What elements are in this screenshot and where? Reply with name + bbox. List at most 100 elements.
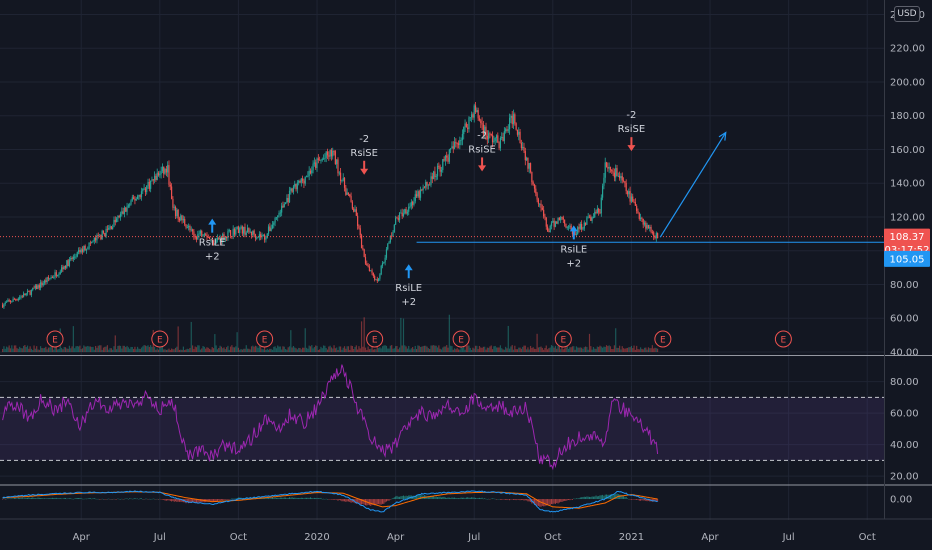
macd-hist-93: [123, 498, 125, 500]
volume-bar-12: [17, 348, 19, 352]
candle-body-355: [467, 127, 469, 130]
candle-body-413: [543, 209, 545, 217]
volume-bar-429: [564, 348, 566, 352]
currency-label[interactable]: USD: [894, 6, 920, 22]
macd-hist-158: [209, 499, 211, 502]
volume-bar-197: [260, 346, 262, 352]
volume-bar-101: [134, 346, 136, 352]
macd-pane[interactable]: [2, 490, 659, 513]
macd-hist-103: [137, 498, 139, 500]
volume-bar-73: [97, 345, 99, 352]
candle-body-456: [599, 212, 601, 214]
macd-hist-209: [275, 497, 277, 500]
earnings-marker-2[interactable]: E: [256, 330, 274, 348]
candle-body-77: [102, 230, 105, 234]
macd-hist-115: [152, 498, 154, 500]
candle-body-179: [236, 226, 238, 230]
volume-bar-474: [622, 348, 625, 352]
volume-bar-195: [257, 347, 259, 352]
candle-body-444: [583, 222, 585, 229]
earnings-marker-0[interactable]: E: [46, 330, 64, 348]
time-axis[interactable]: Apr Jul Oct 2020 Apr Jul Oct 2021 Apr Jul Oct: [73, 532, 876, 543]
volume-bar-154: [203, 346, 205, 352]
earnings-marker-6[interactable]: E: [654, 330, 672, 348]
macd-hist-121: [160, 499, 162, 500]
macd-hist-75: [100, 499, 102, 500]
volume-bar-248: [326, 349, 329, 352]
earnings-marker-4[interactable]: E: [452, 330, 470, 348]
macd-hist-454: [596, 496, 598, 500]
macd-hist-370: [486, 498, 488, 500]
volume-bar-161: [212, 348, 215, 352]
volume-bar-230: [303, 347, 305, 352]
macd-hist-200: [264, 497, 266, 500]
volume-bar-25: [34, 348, 36, 352]
candle-body-27: [37, 285, 39, 290]
candle-body-362: [476, 110, 478, 113]
macd-hist-133: [176, 499, 178, 502]
candle-body-144: [190, 229, 192, 231]
earnings-marker-5[interactable]: E: [554, 330, 572, 348]
candle-body-224: [295, 183, 297, 190]
candle-body-335: [440, 169, 443, 172]
volume-bar-465: [611, 348, 613, 352]
volume-bar-74: [98, 345, 101, 352]
candle-body-202: [266, 233, 268, 239]
volume-bar-375: [493, 346, 495, 352]
volume-bar-20: [28, 348, 30, 352]
volume-bar-257: [338, 346, 340, 352]
macd-hist-250: [329, 499, 331, 500]
candle-body-279: [367, 265, 369, 267]
macd-hist-442: [581, 497, 583, 500]
candle-body-375: [493, 140, 495, 143]
candle-body-36: [49, 278, 51, 280]
macd-hist-164: [216, 499, 218, 502]
macd-hist-430: [565, 499, 567, 502]
candle-body-71: [95, 238, 97, 241]
macd-hist-267: [351, 499, 353, 503]
volume-bar-93: [123, 345, 126, 352]
earnings-marker-1[interactable]: E: [151, 330, 169, 348]
volume-bar-341: [448, 314, 450, 352]
earnings-marker-7[interactable]: E: [774, 330, 792, 348]
macd-hist-159: [210, 499, 212, 502]
volume-bar-370: [486, 347, 488, 352]
macd-hist-201: [265, 497, 267, 500]
volume-bar-371: [488, 347, 490, 352]
macd-tick-label-0: 0.00: [890, 495, 912, 506]
candle-body-174: [229, 230, 232, 237]
candle-body-164: [216, 237, 219, 241]
macd-hist-135: [178, 499, 180, 502]
volume-bar-107: [142, 346, 144, 352]
candle-body-370: [486, 135, 488, 140]
candle-body-136: [180, 215, 182, 221]
volume-bar-325: [427, 348, 429, 352]
macd-hist-258: [340, 499, 342, 501]
macd-hist-357: [469, 497, 471, 500]
candle-body-101: [134, 198, 136, 201]
volume-bar-18: [25, 347, 27, 352]
volume-bar-168: [222, 348, 224, 352]
candle-body-18: [25, 293, 27, 296]
volume-bar-441: [579, 347, 581, 352]
volume-bar-140: [185, 349, 187, 352]
candle-body-316: [415, 194, 418, 197]
volume-bar-337: [443, 346, 445, 352]
candle-body-388: [510, 115, 512, 118]
volume-bar-302: [397, 349, 399, 352]
candle-body-11: [16, 299, 18, 301]
macd-hist-243: [320, 497, 322, 500]
macd-hist-38: [51, 497, 53, 500]
macd-hist-498: [654, 499, 656, 502]
rsi-pane[interactable]: [0, 364, 884, 471]
candle-body-356: [468, 117, 470, 130]
candle-body-446: [586, 217, 588, 225]
candle-body-206: [271, 224, 274, 229]
candle-body-155: [205, 234, 207, 236]
macd-hist-483: [634, 499, 636, 500]
volume-bar-322: [423, 345, 426, 352]
macd-hist-485: [637, 499, 639, 500]
candle-body-54: [72, 256, 74, 260]
earnings-marker-3[interactable]: E: [366, 330, 384, 348]
